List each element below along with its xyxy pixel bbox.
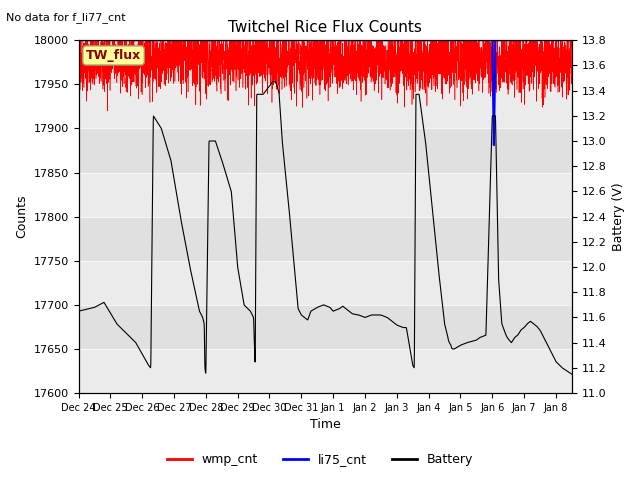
Bar (79, 305, 572, 349)
Text: TW_flux: TW_flux (86, 49, 141, 62)
Bar (79, 84, 572, 128)
Legend: wmp_cnt, li75_cnt, Battery: wmp_cnt, li75_cnt, Battery (162, 448, 478, 471)
Bar (79, 261, 572, 305)
Bar (79, 216, 572, 261)
Bar (79, 40, 572, 84)
Bar (79, 128, 572, 172)
X-axis label: Time: Time (310, 419, 340, 432)
Text: No data for f_li77_cnt: No data for f_li77_cnt (6, 12, 126, 23)
Y-axis label: Counts: Counts (15, 195, 28, 239)
Title: Twitchel Rice Flux Counts: Twitchel Rice Flux Counts (228, 20, 422, 35)
Bar (79, 172, 572, 216)
Bar (79, 349, 572, 393)
Y-axis label: Battery (V): Battery (V) (612, 182, 625, 251)
